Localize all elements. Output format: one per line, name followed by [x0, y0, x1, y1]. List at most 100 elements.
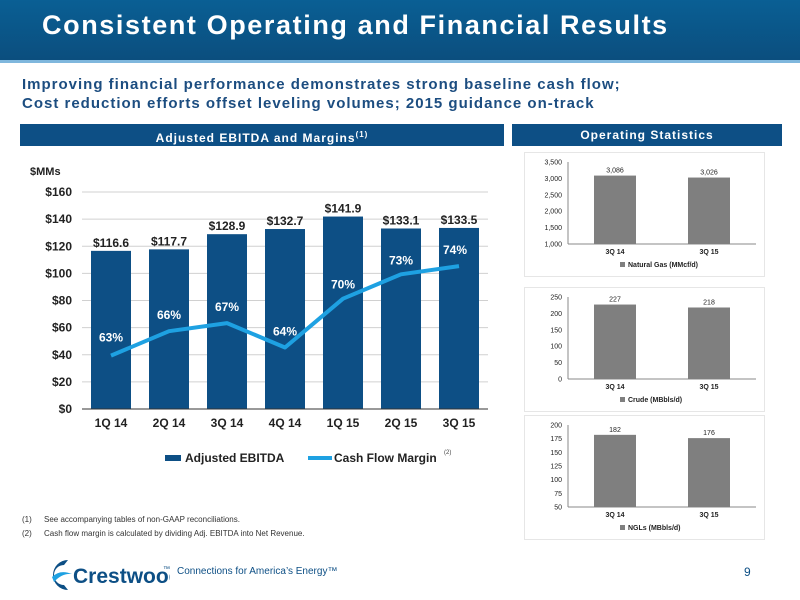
gas-y-tick: 1,500	[544, 225, 562, 232]
legend-label-margin: Cash Flow Margin	[334, 451, 437, 465]
ebitda-chart: $MMs $0 $20 $40 $60 $80 $100 $120 $140 $160 $116.6…	[30, 166, 488, 465]
footnote-2-text: Cash flow margin is calculated by dividi…	[44, 529, 305, 538]
crude-y-tick: 200	[550, 311, 562, 318]
cash-flow-margin-line	[110, 264, 460, 358]
x-tick-label: 1Q 15	[327, 416, 360, 430]
crude-y-tick: 250	[550, 295, 562, 302]
gas-legend-label: Natural Gas (MMcf/d)	[628, 262, 698, 269]
gas-y-tick: 3,500	[544, 160, 562, 167]
gas-data-label: 3,086	[606, 168, 624, 175]
title-underline	[0, 60, 800, 63]
subtitle-line-1: Improving financial performance demonstr…	[22, 76, 621, 93]
logo-wordmark: Crestwood	[73, 565, 170, 588]
ngl-y-tick: 100	[550, 477, 562, 484]
crude-bar	[594, 304, 636, 379]
gas-y-tick: 2,000	[544, 209, 562, 216]
crude-x-tick: 3Q 14	[605, 384, 624, 391]
footnote-1: (1) See accompanying tables of non-GAAP r…	[22, 513, 305, 527]
y-tick-label: $120	[45, 239, 72, 253]
ebitda-bar	[381, 228, 421, 409]
margin-data-label: 63%	[99, 331, 123, 345]
ebitda-data-label: $133.5	[441, 213, 478, 227]
x-tick-label: 2Q 14	[153, 416, 186, 430]
crude-y-tick: 0	[558, 377, 562, 384]
operating-panel-title: Operating Statistics	[580, 128, 714, 142]
ebitda-data-label: $141.9	[325, 202, 362, 216]
y-tick-label: $20	[52, 375, 72, 389]
crude-y-tick: 100	[550, 344, 562, 351]
operating-panel-header: Operating Statistics	[512, 124, 782, 146]
margin-data-label: 64%	[273, 324, 297, 338]
footnote-1-text: See accompanying tables of non-GAAP reco…	[44, 515, 240, 524]
natural-gas-chart: 1,000 1,500 2,000 2,500 3,000 3,500 3,086 3Q 14…	[524, 152, 765, 277]
footnote-2: (2) Cash flow margin is calculated by div…	[22, 527, 305, 541]
y-axis-label: $MMs	[30, 166, 61, 178]
y-tick-label: $160	[45, 185, 72, 199]
x-tick-label: 3Q 14	[211, 416, 244, 430]
crude-legend-label: Crude (MBbls/d)	[628, 397, 682, 404]
margin-data-label: 73%	[389, 253, 413, 267]
footnotes: (1) See accompanying tables of non-GAAP r…	[22, 513, 305, 541]
crude-x-tick: 3Q 15	[699, 384, 718, 391]
ebitda-bar	[265, 229, 305, 409]
crude-data-label: 218	[703, 299, 715, 306]
ebitda-data-label: $116.6	[93, 236, 129, 250]
ngl-data-label: 176	[703, 430, 715, 437]
x-tick-label: 3Q 15	[443, 416, 476, 430]
crude-y-tick: 50	[554, 360, 562, 367]
legend-footnote-ref: (2)	[444, 450, 451, 456]
x-tick-label: 4Q 14	[269, 416, 302, 430]
margin-data-label: 70%	[331, 278, 355, 292]
crude-data-label: 227	[609, 297, 621, 304]
logo-trademark: ™	[163, 566, 170, 573]
y-tick-label: $0	[59, 402, 73, 416]
margin-data-label: 67%	[215, 300, 239, 314]
title-bar: Consistent Operating and Financial Resul…	[0, 0, 800, 60]
ngl-bar	[688, 438, 730, 507]
ngl-y-tick: 125	[550, 464, 562, 471]
ngl-chart: 50 75 100 125 150 175 200 182 3Q 14 176 3Q 15 NGLs …	[524, 415, 765, 540]
ebitda-bar	[323, 216, 363, 409]
y-tick-label: $40	[52, 348, 72, 362]
ngl-y-tick: 200	[550, 423, 562, 430]
margin-data-label: 66%	[157, 308, 181, 322]
footnote-1-number: (1)	[22, 515, 32, 524]
gas-legend-swatch	[620, 262, 625, 267]
gas-y-tick: 3,000	[544, 176, 562, 183]
margin-data-label: 74%	[443, 243, 467, 257]
ebitda-panel-title: Adjusted EBITDA and Margins	[155, 131, 356, 145]
ebitda-bar	[91, 250, 131, 409]
y-tick-label: $60	[52, 321, 72, 335]
slide-subtitle: Improving financial performance demonstr…	[22, 75, 621, 113]
gas-data-label: 3,026	[700, 170, 718, 177]
crestwood-logo: Crestwood ™	[52, 560, 170, 590]
ngl-data-label: 182	[609, 427, 621, 434]
legend-swatch-ebitda	[165, 455, 181, 461]
crude-legend-swatch	[620, 397, 625, 402]
gas-bar	[688, 177, 730, 244]
x-tick-label: 2Q 15	[385, 416, 418, 430]
ngl-frame	[524, 415, 765, 540]
ngl-x-tick: 3Q 14	[605, 512, 624, 519]
crude-chart: 0 50 100 150 200 250 227 3Q 14 218 3Q 15 Crude (MB…	[524, 287, 765, 412]
page-number: 9	[744, 565, 751, 579]
x-tick-label: 1Q 14	[95, 416, 128, 430]
page-title: Consistent Operating and Financial Resul…	[42, 10, 669, 40]
gas-frame	[524, 152, 765, 277]
ngl-legend-label: NGLs (MBbls/d)	[628, 525, 681, 532]
gas-y-tick: 1,000	[544, 242, 562, 249]
crude-frame	[524, 287, 765, 412]
ebitda-bar	[439, 227, 479, 409]
ngl-y-tick: 150	[550, 450, 562, 457]
y-tick-label: $100	[45, 266, 72, 280]
ngl-y-tick: 175	[550, 436, 562, 443]
footnote-2-number: (2)	[22, 529, 32, 538]
gas-x-tick: 3Q 14	[605, 249, 624, 256]
ngl-y-tick: 50	[554, 505, 562, 512]
tagline: Connections for America’s Energy™	[177, 566, 338, 577]
ebitda-data-label: $117.7	[151, 234, 187, 248]
ebitda-panel-footnote-ref: (1)	[355, 130, 369, 139]
legend-label-ebitda: Adjusted EBITDA	[185, 451, 285, 465]
y-tick-label: $140	[45, 212, 72, 226]
y-tick-label: $80	[52, 294, 72, 308]
